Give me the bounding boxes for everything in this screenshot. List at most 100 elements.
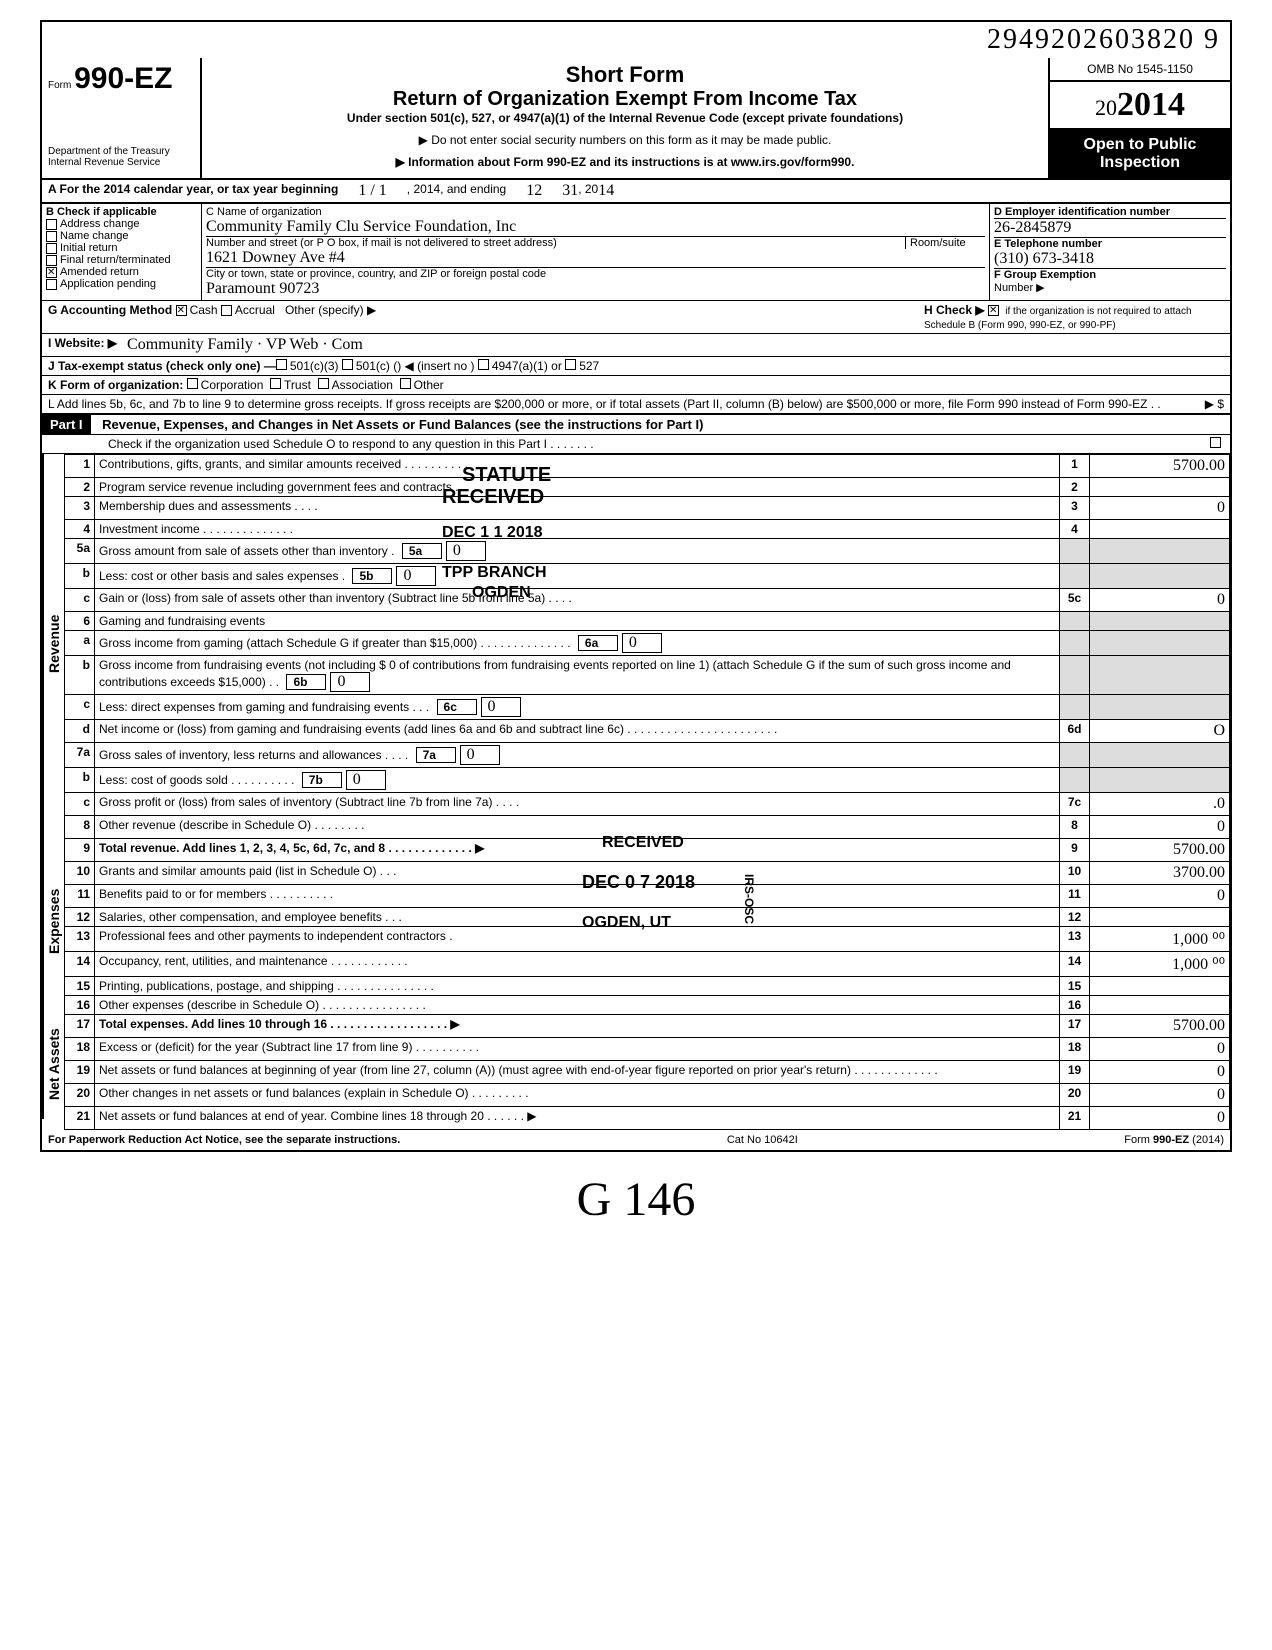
line-rn <box>1060 656 1090 695</box>
line-amount[interactable]: 1,000 ⁰⁰ <box>1090 952 1230 977</box>
line-amount[interactable] <box>1090 743 1230 768</box>
cb-501c[interactable] <box>342 359 353 370</box>
line-17: 17Total expenses. Add lines 10 through 1… <box>65 1015 1230 1038</box>
cb-cash[interactable] <box>176 305 187 316</box>
line-num: c <box>65 695 95 720</box>
line-num: 10 <box>65 862 95 885</box>
cb-501c3[interactable] <box>276 359 287 370</box>
line-rn: 12 <box>1060 908 1090 927</box>
cb-4947[interactable] <box>478 359 489 370</box>
cb-accrual[interactable] <box>221 305 232 316</box>
line-num: 11 <box>65 885 95 908</box>
line-amount[interactable] <box>1090 695 1230 720</box>
line-text: Salaries, other compensation, and employ… <box>95 908 1060 927</box>
line-amount[interactable]: 0 <box>1090 1038 1230 1061</box>
line-amount[interactable] <box>1090 564 1230 589</box>
line-rn: 7c <box>1060 793 1090 816</box>
line-text: Excess or (deficit) for the year (Subtra… <box>95 1038 1060 1061</box>
cb-corp[interactable] <box>187 378 198 389</box>
j-label: J Tax-exempt status (check only one) — <box>48 359 276 373</box>
j-4947: 4947(a)(1) or <box>492 359 562 373</box>
line-5a: 5aGross amount from sale of assets other… <box>65 539 1230 564</box>
line-amount[interactable] <box>1090 996 1230 1015</box>
line-text: Gain or (loss) from sale of assets other… <box>95 589 1060 612</box>
c-city[interactable]: Paramount 90723 <box>206 280 985 298</box>
line-rn <box>1060 695 1090 720</box>
cb-assoc[interactable] <box>318 378 329 389</box>
line-l: L Add lines 5b, 6c, and 7b to line 9 to … <box>42 395 1230 415</box>
line-amount[interactable] <box>1090 656 1230 695</box>
line-amount[interactable]: 0 <box>1090 885 1230 908</box>
line-amount[interactable]: 5700.00 <box>1090 455 1230 478</box>
line-text: Professional fees and other payments to … <box>95 927 1060 952</box>
cb-527[interactable] <box>565 359 576 370</box>
cb-trust[interactable] <box>270 378 281 389</box>
cb-part1-schedo[interactable] <box>1210 437 1221 448</box>
c-city-label: City or town, state or province, country… <box>206 268 985 280</box>
line-amount[interactable]: .0 <box>1090 793 1230 816</box>
line-amount[interactable] <box>1090 539 1230 564</box>
line-amount[interactable]: 0 <box>1090 497 1230 520</box>
line-a-text: A For the 2014 calendar year, or tax yea… <box>48 182 338 200</box>
e-label: E Telephone number <box>994 238 1226 250</box>
ty-end-d: 31 <box>562 182 578 200</box>
part1-label: Part I <box>42 415 91 434</box>
line-num: c <box>65 589 95 612</box>
line-amount[interactable]: 5700.00 <box>1090 839 1230 862</box>
line-19: 19Net assets or fund balances at beginni… <box>65 1061 1230 1084</box>
footer: For Paperwork Reduction Act Notice, see … <box>42 1130 1230 1150</box>
i-website[interactable]: Community Family · VP Web · Com <box>127 336 363 354</box>
line-k: K Form of organization: Corporation Trus… <box>42 376 1230 395</box>
line-amount[interactable]: 3700.00 <box>1090 862 1230 885</box>
f-label2: Number ▶ <box>994 281 1226 294</box>
line-amount[interactable] <box>1090 520 1230 539</box>
line-16: 16Other expenses (describe in Schedule O… <box>65 996 1230 1015</box>
line-amount[interactable] <box>1090 768 1230 793</box>
g-label: G Accounting Method <box>48 303 172 317</box>
k-label: K Form of organization: <box>48 378 183 392</box>
cb-initial[interactable] <box>46 243 57 254</box>
line-amount[interactable]: 0 <box>1090 589 1230 612</box>
line-amount[interactable] <box>1090 908 1230 927</box>
line-amount[interactable] <box>1090 977 1230 996</box>
line-amount[interactable]: 0 <box>1090 1084 1230 1107</box>
cb-address-change[interactable] <box>46 219 57 230</box>
b-check-applicable: B Check if applicable Address change Nam… <box>42 204 202 300</box>
cb-pending[interactable] <box>46 279 57 290</box>
line-amount[interactable]: 0 <box>1090 1107 1230 1130</box>
e-phone[interactable]: (310) 673-3418 <box>994 250 1226 269</box>
line-rn <box>1060 743 1090 768</box>
line-d: dNet income or (loss) from gaming and fu… <box>65 720 1230 743</box>
line-text: Less: cost or other basis and sales expe… <box>95 564 1060 589</box>
line-num: b <box>65 768 95 793</box>
line-text: Benefits paid to or for members . . . . … <box>95 885 1060 908</box>
line-amount[interactable]: 1,000 ⁰⁰ <box>1090 927 1230 952</box>
cb-other-k[interactable] <box>400 378 411 389</box>
line-amount[interactable] <box>1090 478 1230 497</box>
part1-header-row: Part I Revenue, Expenses, and Changes in… <box>42 415 1230 435</box>
line-amount[interactable]: 5700.00 <box>1090 1015 1230 1038</box>
line-i: I Website: ▶ Community Family · VP Web ·… <box>42 334 1230 357</box>
cb-name-change[interactable] <box>46 231 57 242</box>
line-text: Program service revenue including govern… <box>95 478 1060 497</box>
line-amount[interactable]: O <box>1090 720 1230 743</box>
line-g-h: G Accounting Method Cash Accrual Other (… <box>42 301 1230 334</box>
opt-amended: Amended return <box>60 266 139 278</box>
cb-final[interactable] <box>46 255 57 266</box>
line-num: 5a <box>65 539 95 564</box>
line-amount[interactable] <box>1090 631 1230 656</box>
g-accrual: Accrual <box>235 303 275 317</box>
cb-amended[interactable] <box>46 267 57 278</box>
j-501c3: 501(c)(3) <box>290 359 339 373</box>
line-amount[interactable]: 0 <box>1090 1061 1230 1084</box>
k-corp: Corporation <box>201 378 264 392</box>
line-amount[interactable]: 0 <box>1090 816 1230 839</box>
g-cash: Cash <box>190 303 218 317</box>
line-text: Gross sales of inventory, less returns a… <box>95 743 1060 768</box>
block-b-c-d: B Check if applicable Address change Nam… <box>42 204 1230 301</box>
c-address[interactable]: 1621 Downey Ave #4 <box>206 249 985 268</box>
line-amount[interactable] <box>1090 612 1230 631</box>
d-ein[interactable]: 26-2845879 <box>994 219 1226 238</box>
c-org-name[interactable]: Community Family Clu Service Foundation,… <box>206 218 985 237</box>
cb-h[interactable] <box>988 305 999 316</box>
